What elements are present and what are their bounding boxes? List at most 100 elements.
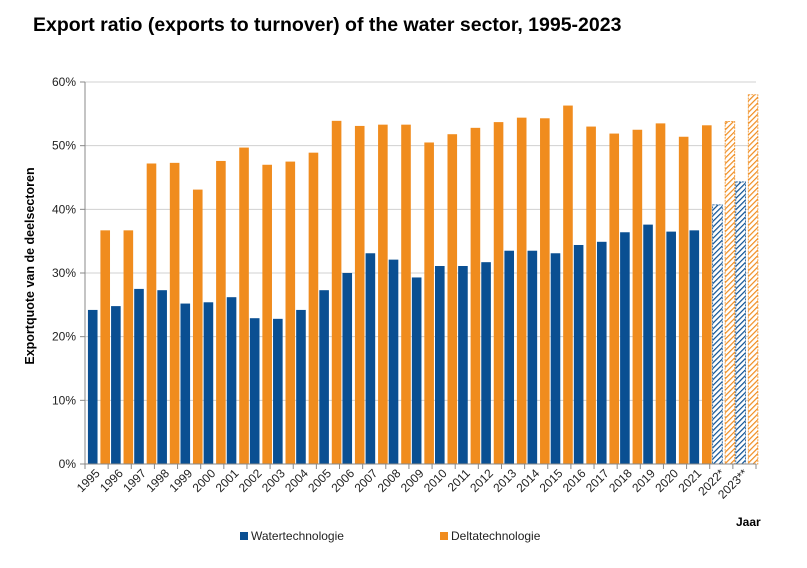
bar-watertechnologie-2023 bbox=[735, 181, 746, 465]
bar-watertechnologie-2015 bbox=[550, 253, 561, 464]
bar-deltatechnologie-2007 bbox=[378, 124, 388, 464]
x-tick-label: 1997 bbox=[120, 466, 149, 495]
x-tick-label: 2014 bbox=[514, 466, 543, 495]
bar-watertechnologie-2007 bbox=[365, 253, 376, 464]
x-tick-label: 2002 bbox=[236, 466, 265, 495]
bar-deltatechnologie-2004 bbox=[308, 152, 319, 465]
legend-swatch-watertechnologie bbox=[240, 532, 248, 540]
bar-watertechnologie-1998 bbox=[157, 290, 167, 464]
bar-watertechnologie-2016 bbox=[573, 244, 584, 464]
y-tick-label: 40% bbox=[52, 202, 76, 216]
y-tick-label: 0% bbox=[59, 457, 77, 471]
bar-watertechnologie-2013 bbox=[504, 250, 515, 464]
y-axis-label: Exportquote van de deelsectoren bbox=[23, 167, 37, 364]
bar-deltatechnologie-1997 bbox=[146, 163, 157, 464]
bar-deltatechnologie-2021 bbox=[701, 125, 712, 464]
x-tick-label: 2001 bbox=[213, 466, 242, 495]
bar-deltatechnologie-2017 bbox=[609, 133, 620, 464]
x-tick-label: 2015 bbox=[537, 466, 566, 495]
y-tick-label: 60% bbox=[52, 75, 76, 89]
bar-deltatechnologie-2005 bbox=[331, 120, 342, 464]
bar-watertechnologie-2006 bbox=[342, 273, 353, 464]
legend-swatch-deltatechnologie bbox=[440, 532, 448, 540]
x-tick-label: 2016 bbox=[560, 466, 589, 495]
bar-watertechnologie-2008 bbox=[388, 259, 399, 464]
y-tick-label: 20% bbox=[52, 330, 76, 344]
x-tick-label: 2020 bbox=[652, 466, 681, 495]
x-tick-label: 2017 bbox=[583, 466, 612, 495]
bar-watertechnologie-1995 bbox=[87, 309, 98, 464]
x-tick-label: 2019 bbox=[629, 466, 658, 495]
bar-watertechnologie-2000 bbox=[203, 302, 214, 464]
bar-deltatechnologie-1999 bbox=[192, 189, 203, 464]
bar-deltatechnologie-2009 bbox=[424, 142, 434, 464]
x-tick-label: 2013 bbox=[490, 466, 519, 495]
legend-label-watertechnologie: Watertechnologie bbox=[251, 529, 344, 543]
legend-label-deltatechnologie: Deltatechnologie bbox=[451, 529, 541, 543]
x-tick-label: 2010 bbox=[421, 466, 450, 495]
x-tick-label: 2007 bbox=[352, 466, 381, 495]
bar-deltatechnologie-2014 bbox=[540, 118, 550, 464]
bar-watertechnologie-2011 bbox=[458, 265, 468, 464]
bar-deltatechnologie-2008 bbox=[401, 124, 411, 464]
bar-deltatechnologie-2020 bbox=[678, 136, 689, 464]
bar-deltatechnologie-2019 bbox=[655, 123, 666, 464]
bar-deltatechnologie-2010 bbox=[447, 134, 458, 464]
bar-deltatechnologie-2000 bbox=[216, 160, 226, 465]
x-tick-label: 2018 bbox=[606, 466, 635, 495]
bar-watertechnologie-2019 bbox=[643, 224, 653, 464]
bar-deltatechnologie-2013 bbox=[516, 117, 527, 465]
bar-watertechnologie-1996 bbox=[111, 306, 121, 464]
y-tick-label: 10% bbox=[52, 393, 76, 407]
bar-watertechnologie-2004 bbox=[296, 309, 306, 464]
bar-deltatechnologie-2018 bbox=[632, 129, 643, 464]
bar-deltatechnologie-1995 bbox=[100, 230, 111, 464]
bar-watertechnologie-2002 bbox=[249, 318, 260, 464]
x-tick-label: 2000 bbox=[190, 466, 219, 495]
bar-watertechnologie-2003 bbox=[273, 318, 283, 464]
x-tick-label: 1998 bbox=[143, 466, 172, 495]
bar-deltatechnologie-2011 bbox=[470, 127, 481, 464]
bar-watertechnologie-2021 bbox=[689, 230, 700, 464]
bar-deltatechnologie-2003 bbox=[285, 161, 296, 465]
x-tick-label: 1995 bbox=[74, 466, 103, 495]
bar-deltatechnologie-2016 bbox=[586, 126, 596, 465]
bar-watertechnologie-2014 bbox=[527, 250, 538, 464]
bar-watertechnologie-2001 bbox=[226, 297, 237, 464]
bar-deltatechnologie-2006 bbox=[354, 125, 365, 465]
x-tick-label: 2005 bbox=[305, 466, 334, 495]
x-tick-label: 2006 bbox=[328, 466, 357, 495]
x-tick-label: 2009 bbox=[398, 466, 427, 495]
bar-watertechnologie-2022 bbox=[712, 204, 723, 465]
bar-watertechnologie-1997 bbox=[134, 288, 144, 464]
bar-deltatechnologie-1996 bbox=[123, 230, 134, 464]
bar-watertechnologie-2017 bbox=[596, 241, 607, 464]
bar-watertechnologie-2020 bbox=[666, 231, 676, 464]
y-tick-label: 50% bbox=[52, 139, 76, 153]
legend: Watertechnologie Deltatechnologie bbox=[240, 529, 541, 543]
x-axis-label: Jaar bbox=[736, 515, 761, 529]
x-tick-label: 2008 bbox=[375, 466, 404, 495]
bar-watertechnologie-2012 bbox=[481, 262, 491, 464]
bar-watertechnologie-2010 bbox=[434, 265, 445, 464]
bar-watertechnologie-2018 bbox=[620, 232, 630, 464]
x-tick-label: 2004 bbox=[282, 466, 311, 495]
x-tick-label: 2011 bbox=[445, 466, 473, 494]
bar-deltatechnologie-2002 bbox=[262, 164, 272, 464]
bar-deltatechnologie-1998 bbox=[169, 162, 180, 464]
bar-watertechnologie-2005 bbox=[319, 290, 329, 464]
y-tick-label: 30% bbox=[52, 266, 76, 280]
bar-watertechnologie-1999 bbox=[180, 303, 191, 464]
bar-deltatechnologie-2001 bbox=[239, 147, 249, 464]
bar-deltatechnologie-2012 bbox=[493, 122, 504, 465]
x-tick-label: 1999 bbox=[166, 466, 195, 495]
bar-deltatechnologie-2023 bbox=[747, 94, 759, 465]
bar-deltatechnologie-2015 bbox=[563, 105, 573, 464]
bar-deltatechnologie-2022 bbox=[724, 121, 736, 465]
x-tick-label: 2012 bbox=[467, 466, 496, 495]
chart-title: Export ratio (exports to turnover) of th… bbox=[33, 14, 622, 36]
x-tick-label: 2003 bbox=[259, 466, 288, 495]
bar-watertechnologie-2009 bbox=[411, 277, 422, 464]
x-tick-label: 1996 bbox=[97, 466, 126, 495]
